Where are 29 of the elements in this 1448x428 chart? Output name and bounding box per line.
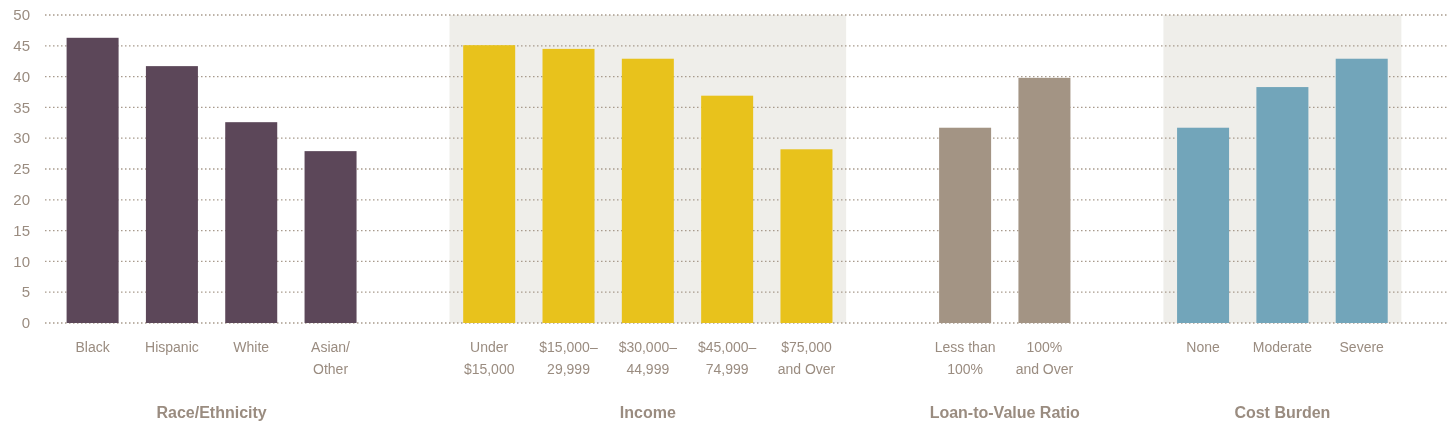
x-tick-label: $75,000 and Over [777,339,836,377]
text: Income [619,404,676,421]
y-tick-label: 15 [13,221,30,239]
x-tick-label: Black [75,339,111,355]
x-tick-label: $30,000– 44,999 [618,339,678,377]
x-tick-label: $45,000– 74,999 [697,339,757,377]
x-tick-label: 100% and Over [1015,339,1074,377]
y-tick-label: 25 [13,160,30,178]
y-tick-label: 10 [13,252,30,270]
y-tick-label: 40 [13,67,30,85]
x-tick-label: Asian/ Other [311,339,351,377]
y-tick-label: 45 [13,37,30,55]
y-tick-label: 0 [21,314,30,332]
y-tick-label: 35 [13,98,30,116]
y-tick-label: 50 [13,6,30,24]
x-tick-label: Moderate [1252,339,1313,355]
text: Loan-to-Value Ratio [929,404,1081,421]
x-tick-label: White [233,339,270,355]
text: Race/Ethnicity [156,404,267,421]
x-tick-label: Under $15,000 [463,339,515,377]
y-tick-label: 30 [13,129,30,147]
y-tick-label: 5 [21,283,30,301]
x-tick-label: None [1186,339,1221,355]
x-tick-label: $15,000– 29,999 [539,339,598,377]
x-tick-label: Severe [1339,339,1385,355]
x-tick-label: Less than 100% [934,339,996,377]
y-tick-label: 20 [13,191,30,209]
x-tick-label: Hispanic [145,339,199,355]
text: Cost Burden [1234,404,1331,421]
